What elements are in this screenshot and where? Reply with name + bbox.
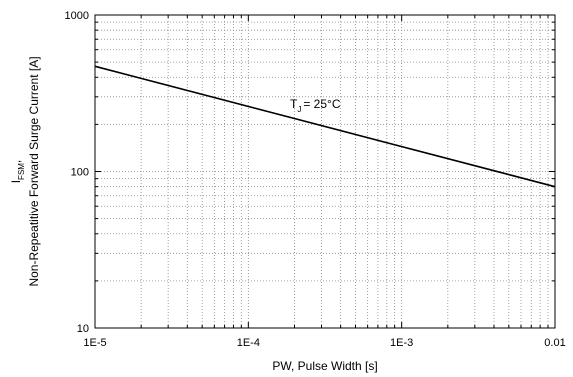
x-tick-label: 1E-4 <box>237 337 260 349</box>
y-axis-label: Non-Repeatitive Forward Surge Current [A… <box>27 56 41 286</box>
y-axis-label: IFSM, <box>9 160 26 184</box>
x-tick-label: 1E-3 <box>390 337 413 349</box>
y-tick-label: 10 <box>77 323 89 335</box>
x-tick-label: 0.01 <box>544 337 565 349</box>
x-tick-label: 1E-5 <box>83 337 106 349</box>
data-line <box>94 65 556 188</box>
y-tick-label: 100 <box>71 167 89 179</box>
x-axis-label: PW, Pulse Width [s] <box>272 359 377 373</box>
y-tick-label: 1000 <box>65 10 89 22</box>
annotation: TJ = 25°C <box>290 97 341 114</box>
plot-frame <box>94 14 556 329</box>
